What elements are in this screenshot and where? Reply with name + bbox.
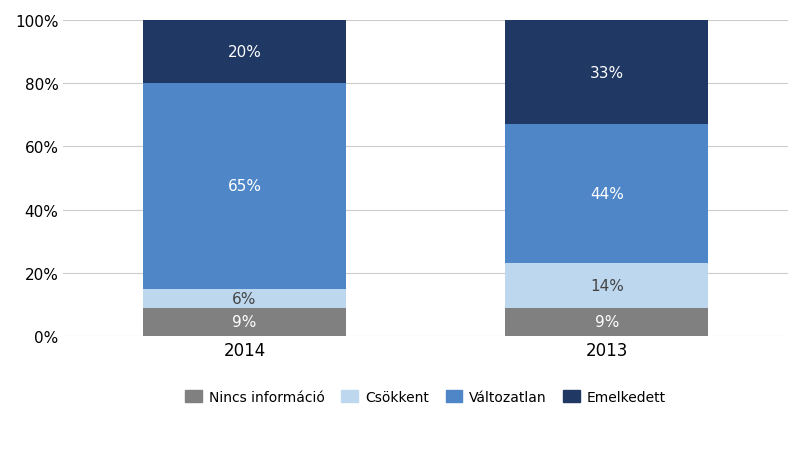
- Bar: [504, 21, 707, 125]
- Text: 9%: 9%: [232, 315, 257, 330]
- Text: 44%: 44%: [589, 187, 623, 202]
- Text: 20%: 20%: [227, 45, 261, 60]
- Bar: [143, 289, 346, 308]
- Bar: [143, 21, 346, 84]
- Text: 9%: 9%: [594, 315, 618, 330]
- Text: 14%: 14%: [589, 278, 623, 293]
- Text: 6%: 6%: [232, 291, 257, 306]
- Text: 33%: 33%: [589, 65, 623, 80]
- Legend: Nincs információ, Csökkent, Változatlan, Emelkedett: Nincs információ, Csökkent, Változatlan,…: [180, 384, 670, 410]
- Bar: [143, 308, 346, 336]
- Bar: [504, 264, 707, 308]
- Bar: [504, 308, 707, 336]
- Bar: [143, 84, 346, 289]
- Text: 65%: 65%: [227, 179, 261, 194]
- Bar: [504, 125, 707, 264]
